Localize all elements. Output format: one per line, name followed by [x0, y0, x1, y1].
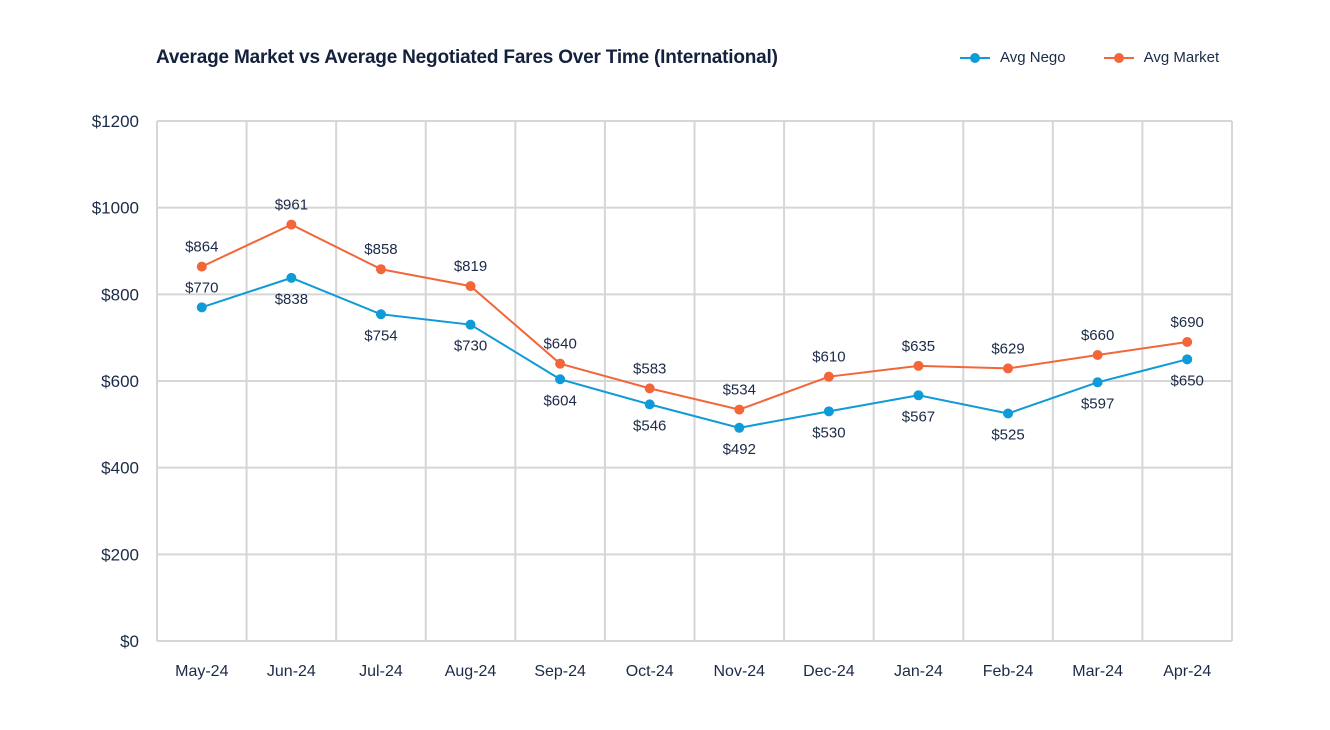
data-point[interactable]: [196, 261, 207, 272]
x-tick-label: Feb-24: [983, 663, 1034, 680]
data-point[interactable]: [644, 399, 655, 410]
data-point[interactable]: [465, 281, 476, 292]
data-label: $635: [902, 338, 935, 355]
data-label: $629: [991, 340, 1024, 357]
x-tick-label: Apr-24: [1163, 663, 1211, 680]
y-tick-label: $400: [101, 459, 139, 478]
data-point[interactable]: [196, 302, 207, 313]
data-point[interactable]: [1003, 363, 1014, 374]
data-label: $754: [364, 327, 397, 344]
data-point[interactable]: [1003, 408, 1014, 419]
x-tick-label: Nov-24: [714, 663, 766, 680]
data-label: $640: [543, 336, 576, 353]
data-point[interactable]: [823, 406, 834, 417]
y-tick-label: $600: [101, 372, 139, 391]
series-line-avg-nego: [201, 276, 1188, 429]
y-tick-label: $800: [101, 285, 139, 304]
data-label: $690: [1171, 314, 1204, 331]
series-line-avg-market: [201, 223, 1188, 411]
data-label: $492: [723, 441, 756, 458]
data-label: $961: [275, 197, 308, 214]
data-point[interactable]: [644, 383, 655, 394]
data-label: $604: [543, 392, 576, 409]
data-point[interactable]: [734, 404, 745, 415]
legend-item-avg-nego[interactable]: Avg Nego: [960, 49, 1066, 66]
data-label: $597: [1081, 395, 1114, 412]
data-label: $770: [185, 279, 218, 296]
data-label: $838: [275, 291, 308, 308]
data-point[interactable]: [375, 309, 386, 320]
data-point[interactable]: [823, 371, 834, 382]
x-tick-label: May-24: [175, 663, 228, 680]
y-tick-label: $1200: [92, 112, 139, 131]
legend-item-avg-market[interactable]: Avg Market: [1103, 49, 1220, 66]
x-tick-label: Aug-24: [445, 663, 497, 680]
legend: Avg Nego Avg Market: [960, 49, 1219, 66]
data-label: $858: [364, 241, 397, 258]
chart-title: Average Market vs Average Negotiated Far…: [156, 47, 778, 68]
data-label: $660: [1081, 327, 1114, 344]
data-point[interactable]: [1182, 354, 1193, 365]
y-tick-label: $1000: [92, 199, 139, 218]
y-tick-label: $200: [101, 545, 139, 564]
data-label: $864: [185, 239, 218, 256]
data-point[interactable]: [555, 374, 566, 385]
data-point[interactable]: [1182, 337, 1193, 347]
data-point[interactable]: [913, 390, 924, 401]
data-label: $546: [633, 417, 666, 434]
data-point[interactable]: [286, 219, 297, 230]
x-tick-label: Mar-24: [1072, 663, 1123, 680]
data-point[interactable]: [375, 264, 386, 275]
data-point[interactable]: [1092, 350, 1103, 360]
data-label: $567: [902, 408, 935, 425]
legend-swatch-nego-icon: [960, 52, 990, 64]
data-point[interactable]: [913, 360, 924, 371]
x-tick-label: Jul-24: [359, 663, 403, 680]
data-point[interactable]: [286, 272, 297, 283]
data-point[interactable]: [734, 422, 745, 433]
data-label: $730: [454, 338, 487, 355]
data-label: $610: [812, 349, 845, 366]
data-label: $650: [1171, 372, 1204, 389]
legend-swatch-market-icon: [1103, 52, 1134, 64]
data-point[interactable]: [555, 358, 566, 369]
data-label: $819: [454, 258, 487, 275]
data-label: $530: [812, 424, 845, 441]
data-label: $525: [991, 427, 1024, 444]
y-tick-label: $0: [120, 632, 139, 651]
x-tick-label: Jun-24: [267, 663, 316, 680]
x-tick-label: Jan-24: [894, 663, 943, 680]
x-tick-label: Dec-24: [803, 663, 855, 680]
data-label: $534: [723, 382, 756, 399]
legend-label-avg-market: Avg Market: [1143, 49, 1220, 66]
x-tick-label: Sep-24: [534, 663, 586, 680]
legend-label-avg-nego: Avg Nego: [1000, 49, 1066, 66]
data-label: $583: [633, 360, 666, 377]
data-point[interactable]: [465, 319, 476, 330]
x-tick-label: Oct-24: [626, 663, 674, 680]
data-point[interactable]: [1092, 377, 1103, 388]
